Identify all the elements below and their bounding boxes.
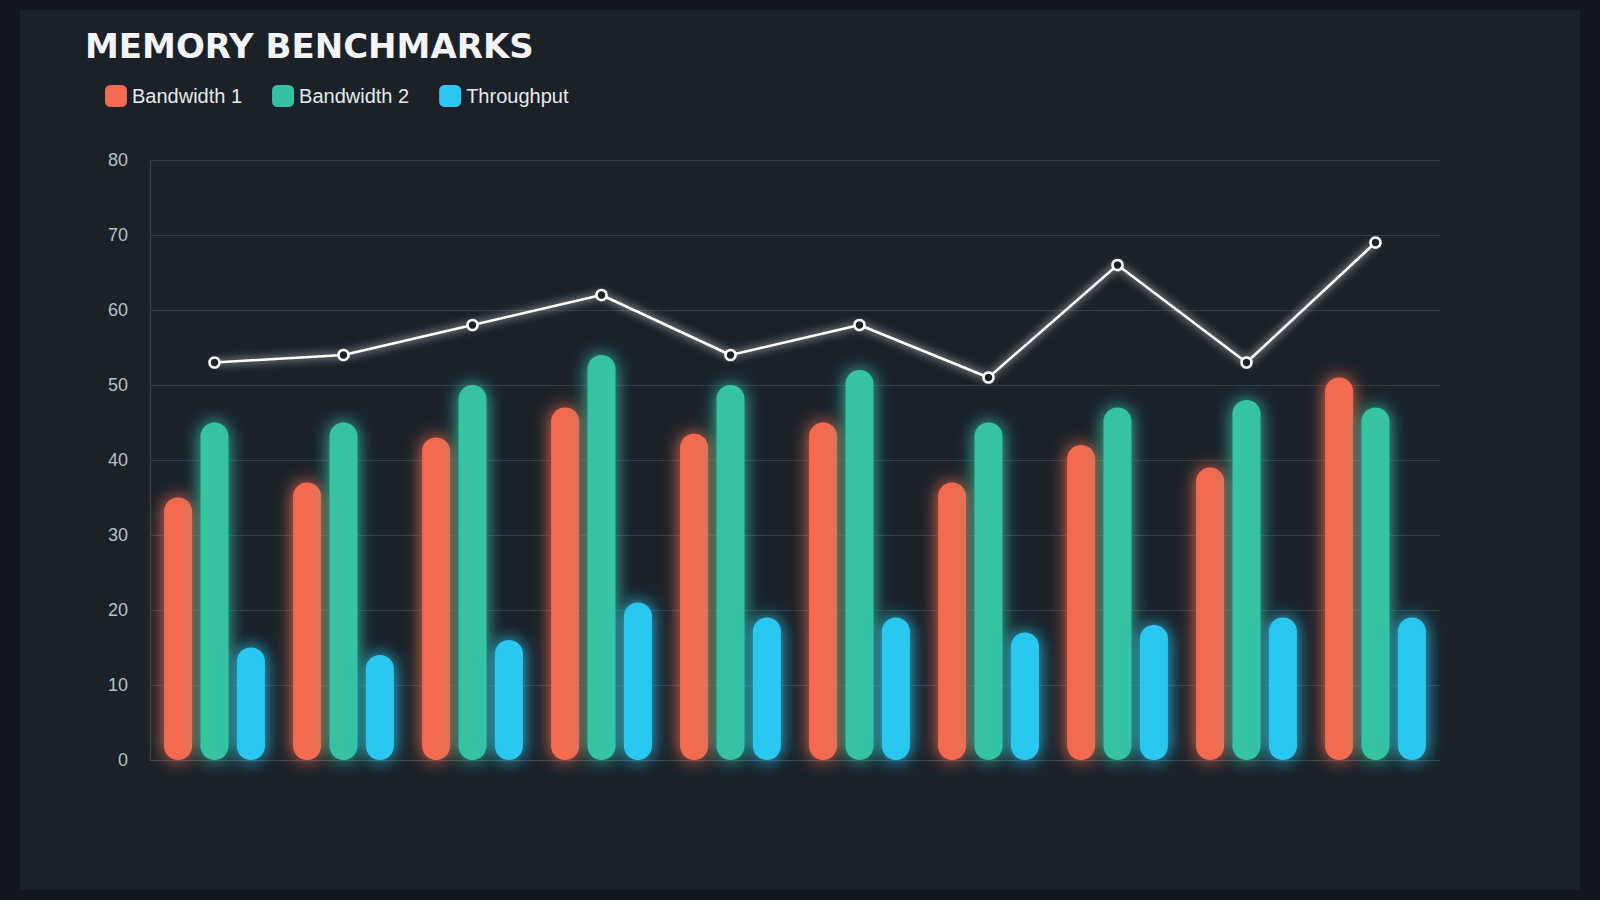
svg-text:Throughput: Throughput xyxy=(466,85,569,107)
svg-text:30: 30 xyxy=(108,525,128,545)
svg-text:80: 80 xyxy=(108,150,128,170)
svg-text:10: 10 xyxy=(108,675,128,695)
svg-text:60: 60 xyxy=(108,300,128,320)
svg-text:0: 0 xyxy=(118,750,128,770)
svg-text:70: 70 xyxy=(108,225,128,245)
svg-text:MEMORY BENCHMARKS: MEMORY BENCHMARKS xyxy=(85,26,534,66)
svg-text:20: 20 xyxy=(108,600,128,620)
svg-text:40: 40 xyxy=(108,450,128,470)
svg-text:50: 50 xyxy=(108,375,128,395)
svg-text:Bandwidth 2: Bandwidth 2 xyxy=(299,85,409,107)
svg-text:Bandwidth 1: Bandwidth 1 xyxy=(132,85,242,107)
